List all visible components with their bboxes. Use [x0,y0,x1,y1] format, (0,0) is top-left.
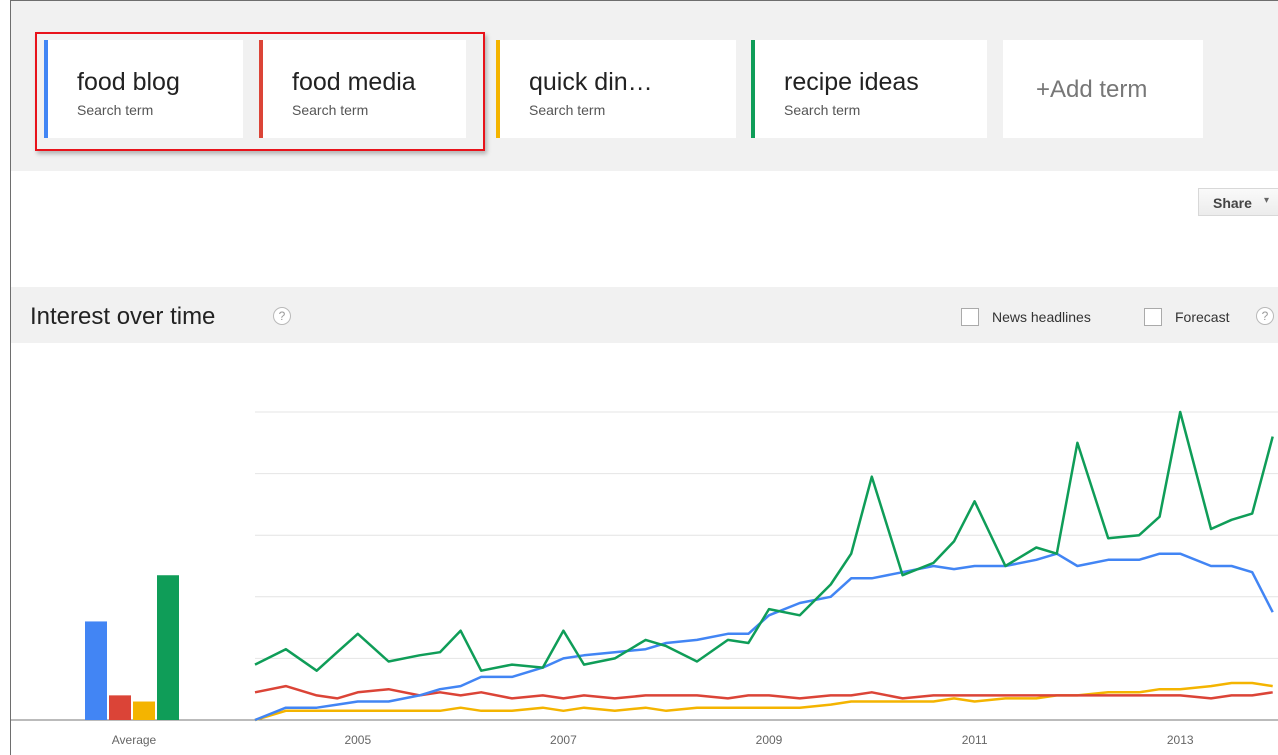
term-card-food-media[interactable]: food media Search term [259,40,466,138]
chevron-down-icon: ▾ [1264,195,1270,206]
term-subtitle: Search term [784,102,861,118]
term-card-quick-dinner[interactable]: quick din… Search term [496,40,736,138]
term-subtitle: Search term [292,102,369,118]
x-tick-label: 2007 [550,733,577,747]
average-bar-food-blog [85,621,107,720]
forecast-checkbox[interactable] [1144,308,1162,326]
add-term-button[interactable]: +Add term [1003,40,1203,138]
term-name: recipe ideas [784,68,919,96]
series-line-food-blog [254,552,1274,722]
help-icon[interactable]: ? [273,307,291,325]
add-term-label: +Add term [1036,76,1148,103]
term-name: quick din… [529,68,653,96]
forecast-help-icon[interactable]: ? [1256,307,1274,325]
term-name: food media [292,68,416,96]
series-line-quick-din- [254,681,1273,722]
series-line-food-media [254,684,1273,700]
average-bar-recipe-ideas [157,575,179,720]
average-bar-food-media [109,695,131,720]
share-button[interactable]: Share ▾ [1198,188,1278,216]
term-card-food-blog[interactable]: food blog Search term [44,40,243,138]
series-line-recipe-ideas [254,410,1274,672]
news-headlines-label: News headlines [992,309,1091,325]
term-subtitle: Search term [77,102,154,118]
app-frame [10,0,1278,755]
interest-header [11,287,1278,343]
term-subtitle: Search term [529,102,606,118]
term-card-recipe-ideas[interactable]: recipe ideas Search term [751,40,987,138]
average-bar-quick-din- [133,701,155,720]
term-name: food blog [77,68,180,96]
x-tick-label: 2011 [962,733,988,747]
average-label: Average [112,733,157,747]
forecast-label: Forecast [1175,309,1230,325]
x-tick-label: 2013 [1167,733,1194,747]
share-label: Share [1213,195,1252,211]
x-tick-label: 2009 [756,733,783,747]
news-headlines-checkbox[interactable] [961,308,979,326]
x-tick-label: 2005 [344,733,371,747]
interest-title: Interest over time [30,303,216,330]
